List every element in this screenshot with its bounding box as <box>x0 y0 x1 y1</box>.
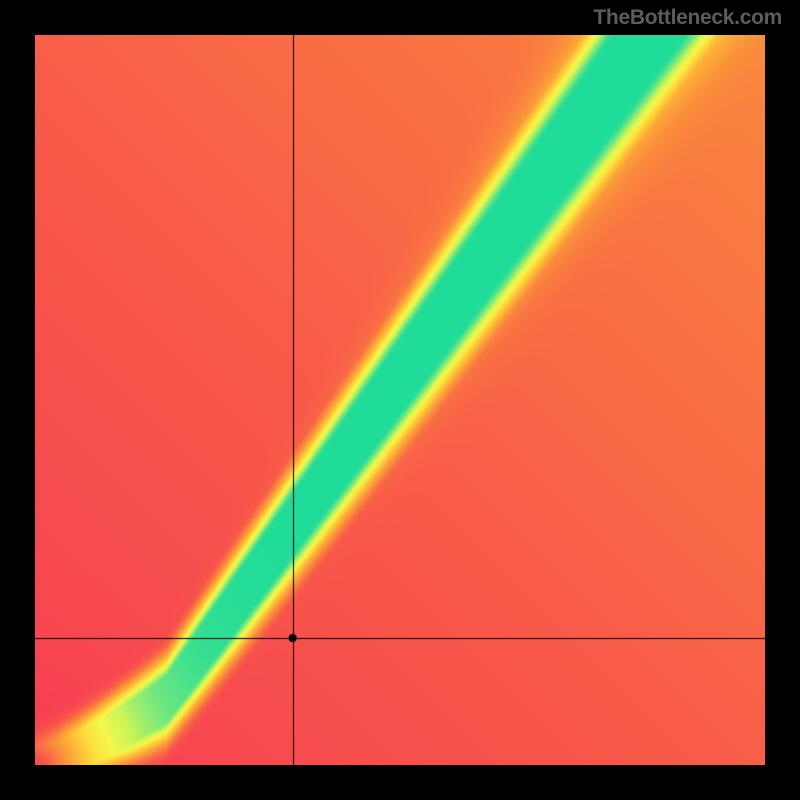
heatmap-plot <box>35 35 765 765</box>
heatmap-canvas <box>35 35 765 765</box>
watermark-text: TheBottleneck.com <box>593 6 782 30</box>
